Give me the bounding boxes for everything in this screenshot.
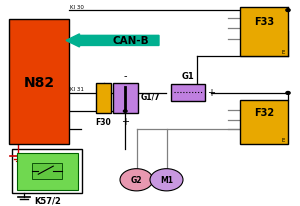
Bar: [240, 8, 288, 56]
Text: KI 31: KI 31: [70, 87, 84, 92]
Bar: [240, 101, 288, 145]
Circle shape: [286, 92, 290, 95]
Text: CAN-B: CAN-B: [113, 36, 150, 46]
Circle shape: [150, 169, 183, 191]
Circle shape: [120, 169, 153, 191]
Text: -: -: [164, 88, 167, 98]
Text: +: +: [121, 117, 129, 126]
Circle shape: [124, 110, 127, 113]
FancyArrow shape: [66, 35, 159, 48]
Text: N82: N82: [23, 75, 55, 89]
Text: M1: M1: [160, 176, 173, 184]
Circle shape: [286, 10, 290, 12]
Text: -: -: [124, 70, 127, 80]
Text: KI 30: KI 30: [70, 5, 84, 10]
Text: G1: G1: [182, 71, 195, 80]
Bar: [96, 83, 111, 114]
Bar: [171, 84, 206, 102]
Text: G1/7: G1/7: [141, 92, 161, 101]
Text: G2: G2: [131, 176, 142, 184]
Text: F30: F30: [96, 118, 111, 126]
Text: F32: F32: [254, 108, 274, 118]
Bar: [16, 153, 78, 190]
Text: +: +: [207, 88, 215, 98]
Text: E: E: [282, 138, 285, 143]
Text: K57/2: K57/2: [34, 196, 61, 205]
Bar: [32, 163, 62, 179]
Text: E: E: [282, 49, 285, 54]
Text: F33: F33: [254, 16, 274, 27]
Bar: [9, 20, 69, 145]
Bar: [12, 150, 82, 193]
Bar: [112, 83, 138, 114]
